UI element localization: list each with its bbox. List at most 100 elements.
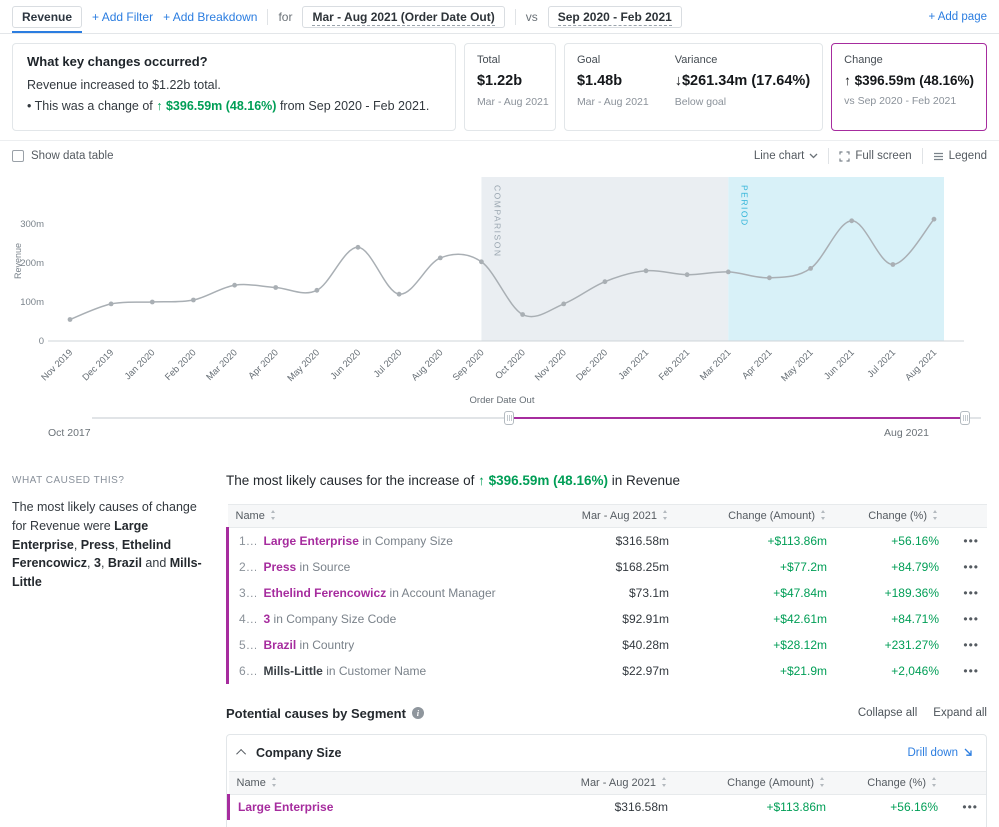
summary-statement: Revenue increased to $1.22b total. xyxy=(27,78,221,92)
sort-icon xyxy=(271,776,278,787)
driver-link[interactable]: Mills-Little xyxy=(263,663,323,678)
column-header-period[interactable]: Mar - Aug 2021 xyxy=(547,504,677,528)
svg-text:Aug 2021: Aug 2021 xyxy=(903,347,938,382)
segment-table: Name Mar - Aug 2021 Change (Amount) Chan… xyxy=(227,770,987,827)
table-header-row: Name Mar - Aug 2021 Change (Amount) Chan… xyxy=(228,770,986,795)
change-label: Change xyxy=(844,54,883,66)
toolbar: Revenue + Add Filter + Add Breakdown for… xyxy=(0,0,999,34)
show-data-table-label: Show data table xyxy=(31,150,114,162)
expand-all-button[interactable]: Expand all xyxy=(933,707,987,719)
column-header-period[interactable]: Mar - Aug 2021 xyxy=(546,770,676,795)
driver-link[interactable]: Brazil xyxy=(263,637,297,652)
segment-panel-header: Company Size Drill down xyxy=(227,735,986,771)
svg-text:200m: 200m xyxy=(20,258,44,269)
column-header-name[interactable]: Name xyxy=(228,770,546,795)
key-changes-question: What key changes occurred? xyxy=(27,54,208,69)
slider-selection[interactable] xyxy=(504,411,970,425)
causes-title: The most likely causes for the increase … xyxy=(226,473,681,488)
fullscreen-button[interactable]: Full screen xyxy=(839,150,912,162)
svg-text:May 2020: May 2020 xyxy=(285,347,321,383)
svg-text:Dec 2019: Dec 2019 xyxy=(80,347,115,382)
goal-label: Goal xyxy=(576,54,601,66)
chart-type-select[interactable]: Line chart xyxy=(754,150,819,162)
legend-icon xyxy=(933,152,943,160)
row-menu-button[interactable] xyxy=(963,534,979,548)
svg-text:COMPARISON: COMPARISON xyxy=(492,185,502,257)
svg-text:Apr 2020: Apr 2020 xyxy=(246,347,280,381)
slider-start-label: Oct 2017 xyxy=(48,427,91,439)
row-menu-button[interactable] xyxy=(963,638,979,652)
summary-bullet: • This was a change of ↑ $396.59m (48.16… xyxy=(27,99,430,113)
sidebar-text: The most likely causes of change for Rev… xyxy=(12,500,202,589)
column-header-change-pct[interactable]: Change (%) xyxy=(835,504,947,528)
add-breakdown-button[interactable]: + Add Breakdown xyxy=(163,9,258,24)
svg-text:Oct 2020: Oct 2020 xyxy=(493,347,527,381)
column-header-change-pct[interactable]: Change (%) xyxy=(834,770,946,795)
legend-toggle[interactable]: Legend xyxy=(933,150,987,162)
column-header-menu xyxy=(946,770,986,795)
causes-table: Name Mar - Aug 2021 Change (Amount) Chan… xyxy=(226,504,987,684)
segment-panel-company-size: Company Size Drill down Name Mar - Aug 2… xyxy=(226,733,987,827)
causes-sidebar: WHAT CAUSED THIS? The most likely causes… xyxy=(12,465,208,827)
drill-down-button[interactable]: Drill down xyxy=(908,747,975,759)
goal-period: Mar - Aug 2021 xyxy=(576,96,649,108)
goal-block: Goal $1.48b Mar - Aug 2021 xyxy=(577,54,649,120)
svg-text:Nov 2019: Nov 2019 xyxy=(39,347,74,382)
variance-label: Variance xyxy=(674,54,718,66)
toolbar-divider xyxy=(267,8,269,25)
svg-text:Jun 2021: Jun 2021 xyxy=(822,347,856,381)
svg-text:0: 0 xyxy=(39,336,44,347)
driver-link[interactable]: Large Enterprise xyxy=(263,533,359,548)
driver-link[interactable]: Large Enterprise xyxy=(238,800,334,815)
table-row: 5. Brazil in Country $40.28m +$28.12m +2… xyxy=(226,631,988,658)
slider-end-label: Aug 2021 xyxy=(884,427,929,439)
table-row: 6. Mills-Little in Customer Name $22.97m… xyxy=(226,657,988,684)
table-row: Large Enterprise $316.58m +$113.86m +56.… xyxy=(227,794,987,820)
row-menu-button[interactable] xyxy=(963,560,979,574)
driver-link[interactable]: Press xyxy=(263,559,297,574)
sort-icon xyxy=(270,510,277,520)
chart-controls: Show data table Line chart Full screen L… xyxy=(0,140,999,169)
svg-text:Dec 2020: Dec 2020 xyxy=(574,347,609,382)
period-selector[interactable]: Mar - Aug 2021 (Order Date Out) xyxy=(302,5,505,28)
metric-selector[interactable]: Revenue xyxy=(12,5,83,33)
change-value: ↑ $396.59m (48.16%) xyxy=(844,73,974,88)
vs-label: vs xyxy=(525,9,538,24)
slider-handle-right[interactable] xyxy=(959,411,970,425)
comparison-selector[interactable]: Sep 2020 - Feb 2021 xyxy=(547,5,682,28)
svg-text:Nov 2020: Nov 2020 xyxy=(533,347,568,382)
row-menu-button[interactable] xyxy=(962,800,978,814)
revenue-line-chart[interactable]: COMPARISON PERIOD 0 100m 200m 300m Revenue Nov … xyxy=(12,171,984,411)
add-filter-button[interactable]: + Add Filter xyxy=(92,9,154,24)
column-header-change-amount[interactable]: Change (Amount) xyxy=(676,770,834,795)
sort-icon xyxy=(661,776,668,787)
controls-divider xyxy=(828,148,830,164)
svg-text:100m: 100m xyxy=(20,297,44,308)
info-icon[interactable]: i xyxy=(411,707,424,719)
driver-link[interactable]: Ethelind Ferencowicz xyxy=(263,585,387,600)
chevron-up-icon[interactable] xyxy=(236,748,247,759)
collapse-all-button[interactable]: Collapse all xyxy=(857,707,918,719)
slider-handle-left[interactable] xyxy=(504,411,515,425)
row-menu-button[interactable] xyxy=(963,586,979,600)
table-header-row: Name Mar - Aug 2021 Change (Amount) Chan… xyxy=(227,504,987,528)
add-page-button[interactable]: + Add page xyxy=(928,10,987,23)
goal-value: $1.48b xyxy=(576,73,623,89)
svg-text:Jun 2020: Jun 2020 xyxy=(328,347,362,381)
driver-link[interactable]: 3 xyxy=(263,611,271,626)
svg-text:Mar 2020: Mar 2020 xyxy=(204,347,239,382)
svg-text:Jan 2021: Jan 2021 xyxy=(616,347,650,381)
svg-text:May 2021: May 2021 xyxy=(779,347,815,383)
toolbar-divider xyxy=(514,8,516,25)
sort-icon xyxy=(819,776,826,787)
slider-track[interactable] xyxy=(12,411,987,426)
row-menu-button[interactable] xyxy=(963,664,979,678)
change-comparison: vs Sep 2020 - Feb 2021 xyxy=(844,95,957,107)
column-header-name[interactable]: Name xyxy=(227,504,547,528)
drill-down-icon xyxy=(964,748,972,756)
show-data-table-checkbox[interactable] xyxy=(12,150,24,162)
row-menu-button[interactable] xyxy=(963,612,979,626)
chevron-down-icon xyxy=(809,153,818,159)
summary-row: What key changes occurred? Revenue incre… xyxy=(0,34,999,140)
column-header-change-amount[interactable]: Change (Amount) xyxy=(677,504,835,528)
